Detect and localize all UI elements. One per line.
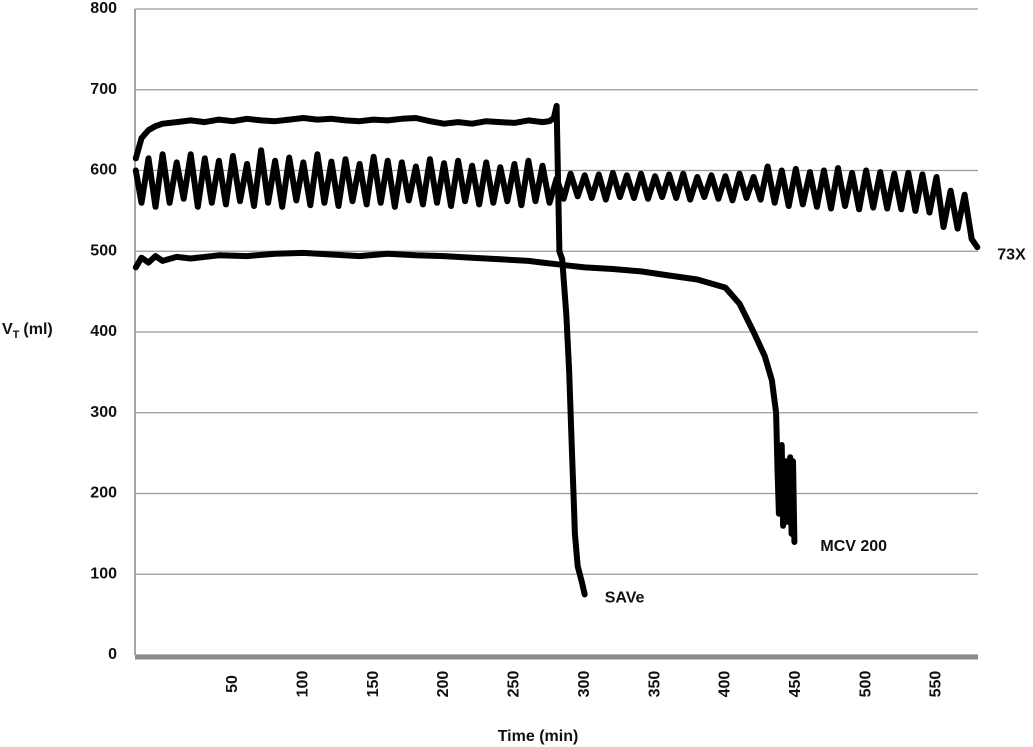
x-axis-label: Time (min) bbox=[498, 728, 579, 745]
x-tick-label: 450 bbox=[787, 671, 804, 698]
y-tick-label: 800 bbox=[90, 0, 117, 17]
x-tick-label: 350 bbox=[646, 671, 663, 698]
y-axis-label: VT (ml) bbox=[2, 321, 53, 341]
y-tick-label: 300 bbox=[90, 404, 117, 421]
y-label-unit: (ml) bbox=[23, 321, 52, 338]
y-tick-label: 500 bbox=[90, 242, 117, 259]
series-label: SAVe bbox=[605, 590, 645, 607]
x-tick-label: 300 bbox=[576, 671, 593, 698]
x-tick-label: 550 bbox=[928, 671, 945, 698]
y-tick-label: 0 bbox=[108, 646, 117, 663]
series-label: MCV 200 bbox=[820, 538, 887, 555]
series-line bbox=[132, 102, 588, 598]
y-tick-label: 400 bbox=[90, 323, 117, 340]
x-tick-label: 200 bbox=[435, 671, 452, 698]
x-tick-label: 400 bbox=[717, 671, 734, 698]
x-tick-label: 500 bbox=[857, 671, 874, 698]
x-tick-label: 250 bbox=[506, 671, 523, 698]
y-label-sub: T bbox=[13, 329, 20, 341]
y-tick-label: 200 bbox=[90, 485, 117, 502]
y-tick-label: 600 bbox=[90, 162, 117, 179]
x-tick-label: 150 bbox=[365, 671, 382, 698]
y-label-main: V bbox=[2, 321, 13, 338]
series-label: 73X bbox=[997, 246, 1026, 263]
y-tick-label: 100 bbox=[90, 565, 117, 582]
x-tick-label: 50 bbox=[224, 675, 241, 693]
x-tick-label: 100 bbox=[295, 671, 312, 698]
series-line bbox=[132, 249, 798, 545]
y-tick-label: 700 bbox=[90, 81, 117, 98]
